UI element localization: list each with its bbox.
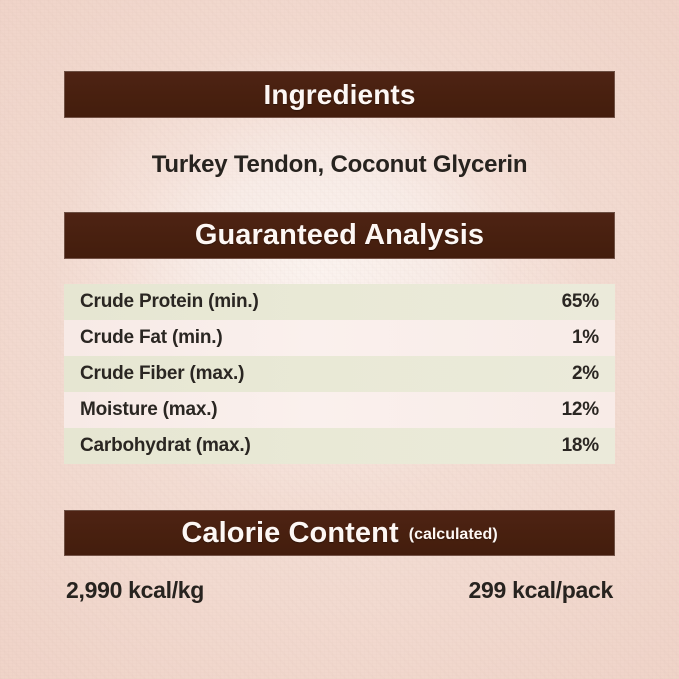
calorie-content-heading-text: Calorie Content [181,516,399,549]
nutrient-label: Crude Fiber (max.) [80,363,245,384]
ingredients-heading-bar: Ingredients [64,71,615,118]
guaranteed-analysis-table: Crude Protein (min.) 65% Crude Fat (min.… [64,284,615,464]
nutrient-value: 1% [571,327,599,348]
table-row: Crude Fat (min.) 1% [64,320,615,356]
nutrient-label: Crude Fat (min.) [80,327,223,348]
table-row: Crude Protein (min.) 65% [64,284,615,320]
table-row: Crude Fiber (max.) 2% [64,356,615,392]
nutrient-value: 18% [561,435,600,456]
table-row: Moisture (max.) 12% [64,392,615,428]
calorie-values-row: 2,990 kcal/kg 299 kcal/pack [64,577,615,604]
calories-per-pack: 299 kcal/pack [468,577,614,603]
calorie-content-calculated-note: (calculated) [408,526,498,543]
calories-per-kilogram: 2,990 kcal/kg [66,577,205,603]
nutrient-label: Crude Protein (min.) [80,291,259,312]
nutrient-value: 2% [571,363,599,384]
nutrient-label: Moisture (max.) [80,399,218,420]
guaranteed-analysis-heading-bar: Guaranteed Analysis [64,212,615,259]
guaranteed-analysis-heading-text: Guaranteed Analysis [194,219,485,251]
nutrient-value: 12% [561,399,600,420]
ingredients-list-text: Turkey Tendon, Coconut Glycerin [151,151,528,178]
ingredients-heading-text: Ingredients [263,78,416,110]
label-content: Ingredients Turkey Tendon, Coconut Glyce… [0,71,679,604]
table-row: Carbohydrat (max.) 18% [64,428,615,464]
nutrient-value: 65% [561,291,600,312]
calorie-content-heading-bar: Calorie Content (calculated) [64,510,615,556]
nutrient-label: Carbohydrat (max.) [80,435,251,456]
